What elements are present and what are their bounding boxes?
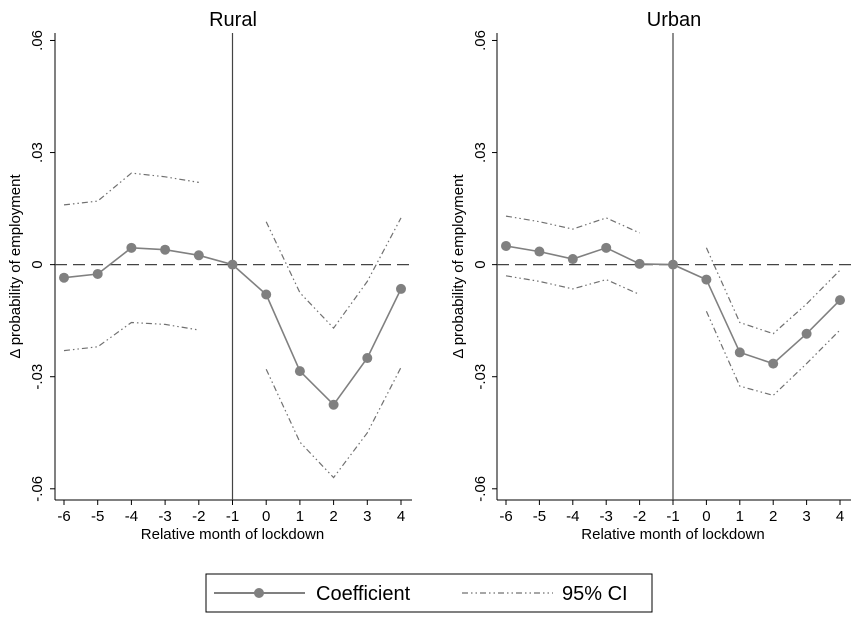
urban-coefficient-point [501, 240, 511, 251]
rural-x-axis-title: Relative month of lockdown [141, 526, 324, 543]
urban-coefficient-point [634, 258, 645, 269]
urban-y-tick-label: 0 [472, 260, 489, 268]
urban-x-tick-label: 4 [836, 508, 844, 525]
rural-coefficient-point [227, 259, 238, 270]
rural-ci-upper-line [265, 217, 402, 330]
legend: Coefficient 95% CI [205, 573, 653, 613]
rural-coefficient-point [160, 244, 171, 255]
rural-y-tick-label: .03 [29, 142, 46, 163]
rural-coefficient-point [193, 250, 204, 261]
urban-x-tick-label: -3 [600, 508, 613, 525]
urban-x-tick-label: -5 [533, 508, 546, 525]
urban-coefficient-point [601, 242, 612, 253]
urban-x-tick-label: -6 [499, 508, 512, 525]
urban-x-tick-label: -2 [633, 508, 646, 525]
rural-coefficient-point [328, 399, 339, 410]
urban-coefficient-point [768, 358, 779, 369]
rural-coefficient-point [126, 242, 137, 253]
urban-ci-upper-line [705, 247, 841, 335]
urban-coefficient-point [801, 328, 812, 339]
rural-coefficient-point [59, 272, 69, 283]
legend-ci-label: 95% CI [562, 583, 628, 605]
rural-x-tick-label: 1 [296, 508, 304, 525]
rural-x-tick-label: -6 [57, 508, 70, 525]
rural-coefficient-point [362, 353, 373, 364]
rural-coefficient-point [261, 289, 272, 300]
rural-x-tick-label: -4 [125, 508, 138, 525]
urban-coefficient-point [534, 246, 545, 257]
rural-x-tick-label: 3 [363, 508, 371, 525]
urban-x-tick-label: 3 [802, 508, 810, 525]
rural-coefficient-point [294, 366, 305, 377]
rural-ci-lower-line [63, 321, 199, 352]
rural-ci-lower-line [265, 367, 402, 479]
urban-coefficient-point [734, 347, 745, 358]
rural-y-tick-label: -.03 [29, 364, 46, 390]
urban-x-tick-label: 0 [702, 508, 710, 525]
rural-title: Rural [209, 9, 257, 31]
rural-ci-upper-line [63, 172, 199, 206]
urban-y-tick-label: .03 [472, 142, 489, 163]
rural-panel: Rural -.06 -.03 0 .03 .06 -6 -5 -4 -3 -2 -1 0 1 2 3 4 Rel… [7, 9, 412, 543]
rural-x-tick-label: -2 [192, 508, 205, 525]
urban-y-tick-label: .06 [472, 30, 489, 51]
rural-x-tick-label: -3 [158, 508, 171, 525]
urban-x-tick-label: -1 [666, 508, 679, 525]
urban-coefficient-point [835, 295, 845, 306]
rural-x-tick-label: 2 [329, 508, 337, 525]
urban-ci-lower-line [505, 275, 640, 296]
rural-x-tick-label: 0 [262, 508, 270, 525]
urban-x-tick-label: 1 [736, 508, 744, 525]
urban-y-tick-label: -.06 [472, 476, 489, 502]
rural-coefficient-point [396, 283, 406, 294]
urban-x-tick-label: -4 [566, 508, 579, 525]
urban-coefficient-point [701, 274, 712, 285]
rural-y-axis-title: Δ probability of employment [7, 174, 24, 359]
rural-y-tick-label: .06 [29, 30, 46, 51]
urban-x-tick-label: 2 [769, 508, 777, 525]
rural-coefficient-point [92, 268, 103, 279]
urban-coefficient-point [668, 259, 678, 270]
urban-ci-upper-line [505, 215, 640, 234]
rural-x-tick-label: -1 [226, 508, 239, 525]
urban-title: Urban [647, 9, 701, 31]
rural-x-tick-label: -5 [91, 508, 104, 525]
urban-y-tick-label: -.03 [472, 364, 489, 390]
rural-y-tick-label: 0 [29, 260, 46, 268]
urban-panel: Urban -.06 -.03 0 .03 .06 -6 -5 -4 -3 -2 -1 0 1 2 3 4 Rel… [450, 9, 851, 543]
urban-x-axis-title: Relative month of lockdown [581, 526, 764, 543]
legend-coefficient-label: Coefficient [316, 583, 411, 605]
rural-y-tick-label: -.06 [29, 476, 46, 502]
urban-coefficient-point [567, 254, 578, 265]
rural-x-tick-label: 4 [397, 508, 405, 525]
urban-y-axis-title: Δ probability of employment [450, 174, 467, 359]
legend-coefficient-marker [254, 588, 264, 598]
urban-ci-lower-line [705, 311, 841, 397]
